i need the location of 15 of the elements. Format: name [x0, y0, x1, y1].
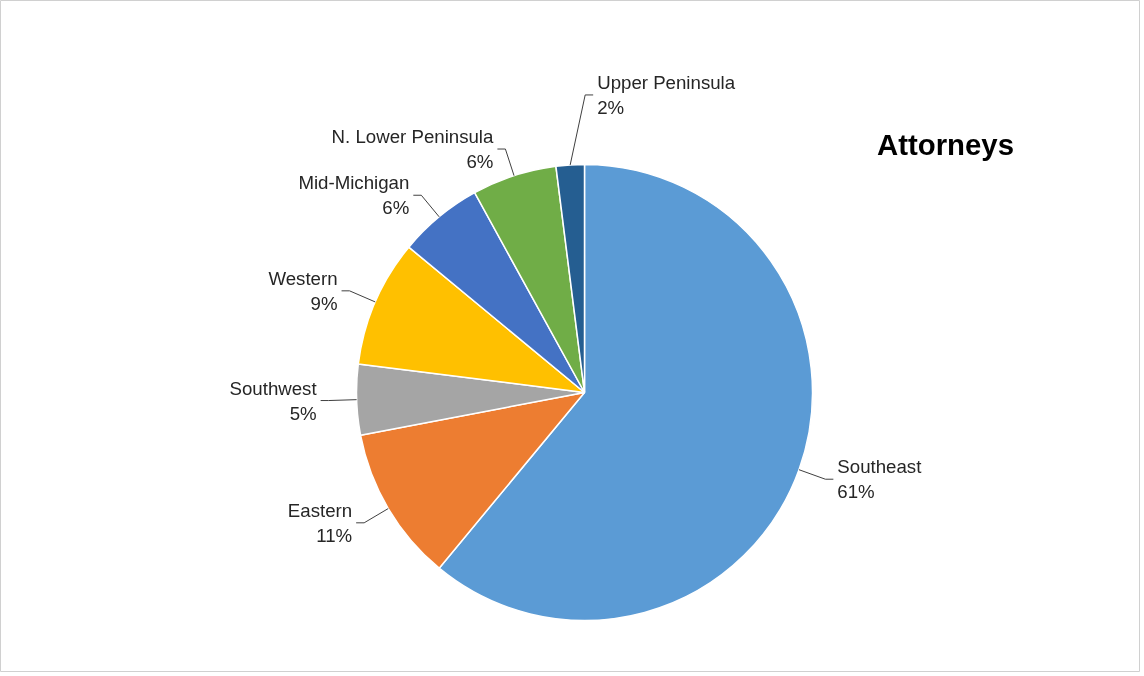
data-label: 6% — [466, 151, 494, 173]
slice-label: Southwest — [229, 377, 318, 399]
data-label: 61% — [837, 481, 875, 503]
data-label: 6% — [382, 197, 410, 219]
data-label: 5% — [289, 402, 317, 424]
slice-label: Eastern — [287, 499, 353, 521]
data-label: 11% — [316, 524, 353, 546]
slice-label: Mid-Michigan — [298, 172, 410, 194]
slice-label: Southeast — [837, 456, 923, 478]
slice-label: N. Lower Peninsula — [331, 126, 495, 148]
data-label: 2% — [597, 96, 625, 118]
slice-label: Upper Peninsula — [597, 71, 736, 93]
text: Attorneys — [877, 127, 1014, 161]
slice-label: Western — [268, 267, 338, 289]
data-label: 9% — [310, 292, 338, 314]
